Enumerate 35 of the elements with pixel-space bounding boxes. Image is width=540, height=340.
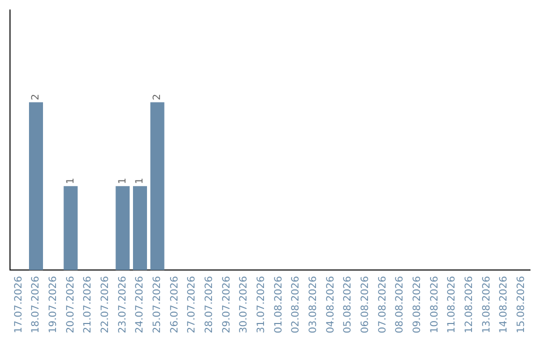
data-label: 1 (65, 178, 76, 184)
x-tick-label: 27.07.2026 (186, 276, 198, 334)
x-tick-label: 31.07.2026 (256, 276, 267, 334)
x-tick-label: 20.07.2026 (65, 276, 76, 334)
data-label: 2 (152, 94, 163, 100)
x-tick-label: 01.08.2026 (273, 276, 284, 334)
x-tick-label: 18.07.2026 (30, 276, 42, 334)
x-tick-label: 07.08.2026 (377, 276, 388, 334)
x-tick-label: 06.08.2026 (360, 276, 371, 334)
x-tick-label: 08.08.2026 (394, 276, 406, 334)
x-tick-label: 25.07.2026 (152, 276, 163, 334)
x-tick-label: 19.07.2026 (48, 276, 59, 334)
data-label: 1 (134, 178, 146, 184)
x-tick-label: 14.08.2026 (498, 276, 510, 334)
x-tick-label: 12.08.2026 (464, 276, 475, 334)
x-tick-label: 10.08.2026 (429, 276, 440, 334)
x-tick-label: 26.07.2026 (169, 276, 180, 334)
data-label: 1 (117, 178, 128, 184)
x-tick-label: 24.07.2026 (134, 276, 146, 334)
x-tick-label: 23.07.2026 (117, 276, 128, 334)
x-tick-label: 15.08.2026 (516, 276, 527, 334)
x-tick-label: 03.08.2026 (308, 276, 319, 334)
x-tick-label: 09.08.2026 (412, 276, 423, 334)
x-tick-label: 04.08.2026 (325, 276, 336, 334)
x-tick-label: 02.08.2026 (290, 276, 302, 334)
x-tick-label: 11.08.2026 (446, 276, 458, 334)
x-tick-label: 05.08.2026 (342, 276, 354, 334)
x-tick-label: 17.07.2026 (13, 276, 24, 334)
x-tick-label: 30.07.2026 (238, 276, 250, 334)
x-tick-label: 21.07.2026 (82, 276, 94, 334)
data-label: 2 (30, 94, 42, 100)
x-tick-label: 28.07.2026 (204, 276, 215, 334)
x-tick-label: 29.07.2026 (221, 276, 232, 334)
x-tick-label: 22.07.2026 (100, 276, 111, 334)
x-tick-label: 13.08.2026 (481, 276, 492, 334)
